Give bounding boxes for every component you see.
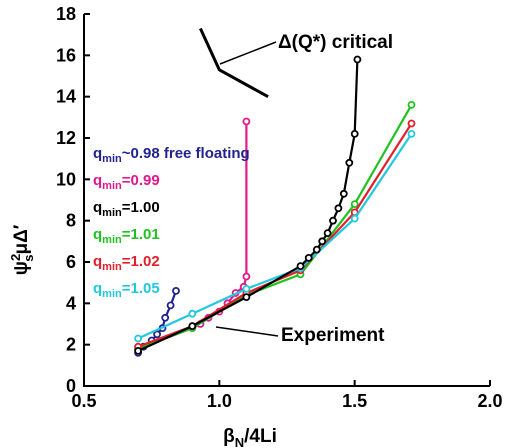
data-point-s102 <box>407 119 416 128</box>
data-point-s105 <box>134 334 143 343</box>
y-tick-label: 4 <box>66 293 76 313</box>
data-point-s105 <box>188 309 197 318</box>
data-point-s105 <box>407 129 416 138</box>
data-point-s100 <box>345 158 354 167</box>
series-line-critical <box>199 27 269 99</box>
x-tick-label: 1.0 <box>207 391 232 411</box>
y-tick-label: 16 <box>56 45 76 65</box>
annotation-experiment-pointer <box>215 326 279 337</box>
data-point-s101 <box>407 101 416 109</box>
y-tick-label: 14 <box>56 87 76 107</box>
legend-entry-s100: qmin=1.00 <box>93 199 160 219</box>
data-point-s100 <box>318 237 327 246</box>
annotation-critical-pointer <box>219 41 277 65</box>
data-point-s098 <box>172 286 180 295</box>
data-point-s098 <box>161 313 170 322</box>
plot-area <box>83 14 490 387</box>
data-point-s098 <box>153 330 162 339</box>
x-tick-label: 0.5 <box>71 391 96 411</box>
y-tick-label: 2 <box>66 335 76 355</box>
series-line-s105 <box>137 133 413 340</box>
x-tick-label: 2.0 <box>477 391 502 411</box>
data-point-s100 <box>242 293 251 302</box>
series-line-s100 <box>137 59 359 352</box>
y-tick-label: 10 <box>56 169 76 189</box>
data-point-s099 <box>242 272 251 281</box>
data-point-s098 <box>166 301 175 310</box>
data-point-s100 <box>304 253 313 262</box>
legend-entry-s099: qmin=0.99 <box>93 172 160 192</box>
legend-entry-s105: qmin=1.05 <box>93 280 160 300</box>
data-point-s105 <box>242 284 251 293</box>
data-point-s100 <box>334 204 343 213</box>
data-point-s100 <box>329 216 337 225</box>
y-tick-label: 6 <box>66 252 76 272</box>
y-axis-label: ψ2sμΔ′ <box>8 224 36 275</box>
data-point-s100 <box>339 189 348 198</box>
legend-entry-s098: qmin~0.98 free floating <box>93 145 250 165</box>
data-point-s100 <box>134 346 143 355</box>
data-point-s100 <box>350 129 359 138</box>
x-tick-label: 1.5 <box>342 391 367 411</box>
data-point-s100 <box>323 229 332 238</box>
annotation-critical: Δ(Q*) critical <box>278 32 393 53</box>
data-point-s100 <box>312 245 321 254</box>
data-point-s100 <box>353 55 362 64</box>
x-axis-label: βN/4Li <box>223 426 277 448</box>
legend-entry-s101: qmin=1.01 <box>93 226 160 246</box>
series-line-s101 <box>137 104 413 350</box>
y-tick-label: 18 <box>56 4 76 24</box>
data-point-s100 <box>296 262 305 271</box>
annotation-experiment: Experiment <box>281 325 385 346</box>
data-point-s100 <box>188 322 197 331</box>
y-tick-label: 12 <box>56 128 76 148</box>
y-tick-label: 0 <box>66 376 76 396</box>
data-point-s101 <box>350 200 359 209</box>
y-tick-label: 8 <box>66 211 76 231</box>
data-point-s105 <box>350 214 359 223</box>
legend-entry-s102: qmin=1.02 <box>93 253 160 273</box>
data-point-s099 <box>242 117 251 126</box>
tick-labels: 0 2 4 6 8 10 12 14 16 18 0.5 1.0 1.5 2.0 <box>56 4 503 411</box>
legend: qmin~0.98 free floating qmin=0.99 qmin=1.0… <box>93 145 250 300</box>
